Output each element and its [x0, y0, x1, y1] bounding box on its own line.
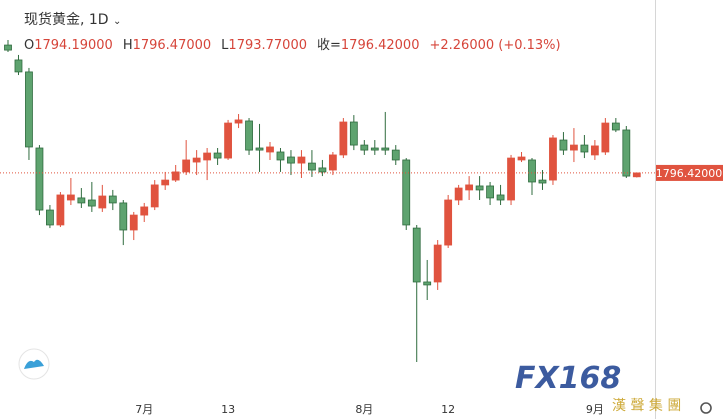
candle-body: [590, 145, 599, 156]
candle-body: [391, 149, 400, 161]
candle-body: [234, 119, 243, 124]
candle-body: [444, 199, 453, 246]
candle-body: [150, 184, 159, 208]
candle-body: [35, 147, 44, 211]
last-price-label: 1796.42000: [656, 167, 722, 180]
candle-body: [182, 159, 191, 173]
candle-body: [287, 156, 295, 164]
ohlc-value: 1796.47000: [132, 38, 212, 53]
candle-body: [213, 152, 222, 159]
candle-body: [224, 122, 232, 159]
candle-body: [25, 71, 33, 148]
candle-body: [66, 194, 75, 201]
logo-icon: [24, 359, 44, 369]
candle-body: [108, 195, 117, 204]
watermark-logo: FX168: [515, 361, 621, 396]
candle-body: [475, 185, 484, 191]
candle-body: [339, 121, 348, 156]
ohlc-value: 1796.42000: [340, 38, 420, 53]
candle-body: [266, 146, 274, 153]
candle-body: [528, 159, 536, 183]
candle-body: [56, 194, 65, 226]
last-price-tag: [656, 164, 723, 181]
candle-body: [161, 179, 170, 186]
candle-body: [98, 195, 107, 209]
candle-body: [570, 144, 578, 151]
x-tick-label: 9月: [586, 403, 604, 416]
dropdown-chevron[interactable]: ⌄: [113, 16, 122, 27]
settings-icon[interactable]: [700, 402, 712, 414]
candle-body: [465, 184, 474, 191]
candle-body: [559, 139, 568, 151]
x-tick-label: 8月: [355, 403, 373, 416]
candle-body: [349, 121, 358, 146]
candle-body: [611, 122, 620, 131]
candle-body: [318, 167, 327, 173]
ohlc-label: 收=: [317, 38, 341, 53]
candle-body: [538, 179, 547, 184]
candle-body: [4, 44, 12, 51]
ohlc-value: 1793.77000: [228, 38, 307, 53]
candle-body: [192, 157, 201, 163]
candle-body: [486, 185, 494, 199]
ohlc-label: O: [24, 38, 35, 53]
candle-body: [622, 129, 631, 177]
candle-body: [46, 209, 54, 226]
candle-body: [370, 147, 379, 151]
candle-body: [129, 214, 138, 231]
ohlc-item: 收=1796.42000: [317, 38, 419, 53]
x-tick-label: 13: [221, 403, 235, 416]
candle-body: [423, 281, 432, 286]
candle-body: [14, 59, 23, 73]
candle-body: [245, 120, 253, 151]
candle-body: [360, 144, 369, 151]
candle-body: [433, 244, 442, 283]
header-title-row: 现货黄金, 1D ⌄: [24, 9, 121, 29]
ohlc-label: H: [122, 38, 133, 53]
ohlc-item: +2.26000 (+0.13%): [429, 38, 560, 53]
candle-body: [517, 156, 526, 161]
candle-body: [255, 147, 264, 151]
candle-body: [454, 187, 463, 201]
candle-body: [77, 197, 86, 204]
candle-body: [496, 194, 505, 201]
candle-body: [276, 151, 285, 161]
ohlc-item: O1794.19000: [24, 38, 113, 53]
candle-body: [203, 152, 212, 161]
candle-body: [171, 171, 180, 181]
candle-body: [412, 227, 421, 283]
candle-body: [549, 137, 557, 181]
candle-body: [140, 206, 149, 216]
ohlc-value: 1794.19000: [34, 38, 113, 53]
ohlc-item: L1793.77000: [221, 38, 307, 53]
candle-body: [381, 147, 390, 151]
ohlc-value: +2.26000 (+0.13%): [429, 38, 561, 53]
x-tick-label: 12: [441, 403, 455, 416]
chart-title: 现货黄金, 1D: [24, 12, 109, 28]
candle-body: [297, 156, 306, 164]
watermark-company: 漢 聲 集 團: [612, 397, 681, 414]
candle-body: [308, 162, 316, 171]
candle-body: [632, 172, 641, 178]
candle-body: [601, 122, 610, 153]
candle-body: [119, 202, 128, 231]
ohlc-label: L: [221, 38, 229, 53]
candle-body: [402, 159, 411, 226]
x-tick-label: 7月: [135, 403, 153, 416]
ohlc-row: O1794.19000 H1796.47000 L1793.77000 收=1796.…: [24, 34, 561, 53]
candle-body: [580, 144, 589, 153]
ohlc-item: H1796.47000: [123, 38, 211, 53]
candle-body: [87, 199, 96, 207]
candle-body: [328, 154, 337, 171]
candle-body: [507, 157, 515, 201]
